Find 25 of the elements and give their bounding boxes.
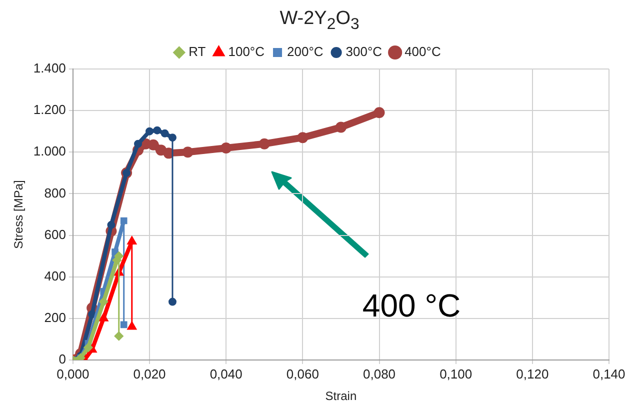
y-tick-label: 600 [44, 226, 66, 242]
y-tick-label: 1.400 [33, 60, 66, 76]
legend-label: 200°C [287, 44, 324, 60]
x-tick-label: 0,020 [133, 366, 166, 382]
y-tick-label: 1.000 [33, 144, 66, 159]
x-tick-label: 0,140 [592, 366, 626, 382]
x-tick-label: 0,120 [516, 366, 549, 382]
legend-label: RT [188, 44, 206, 60]
y-tick-label: 1.200 [33, 102, 66, 118]
y-tick-label: 0 [58, 352, 66, 367]
y-tick-label: 200 [44, 310, 66, 326]
y-tick-label: 400 [44, 268, 66, 284]
x-tick-label: 0,100 [440, 366, 472, 382]
y-axis-title: Stress [MPa] [12, 180, 26, 249]
x-tick-label: 0,040 [210, 366, 242, 382]
legend-label: 300°C [346, 44, 382, 60]
x-tick-label: 0,000 [56, 366, 90, 382]
legend-label: 400°C [404, 44, 441, 60]
x-tick-label: 0,060 [286, 366, 319, 382]
x-tick-label: 0,080 [362, 366, 396, 382]
chart-title: W-2Y$_{2}$O$_{3}$ [278, 8, 360, 35]
legend-label: 100°C [228, 44, 265, 60]
x-axis-title: Strain [325, 389, 357, 404]
y-tick-label: 800 [44, 185, 66, 200]
annotation: 400 °C [362, 287, 461, 324]
